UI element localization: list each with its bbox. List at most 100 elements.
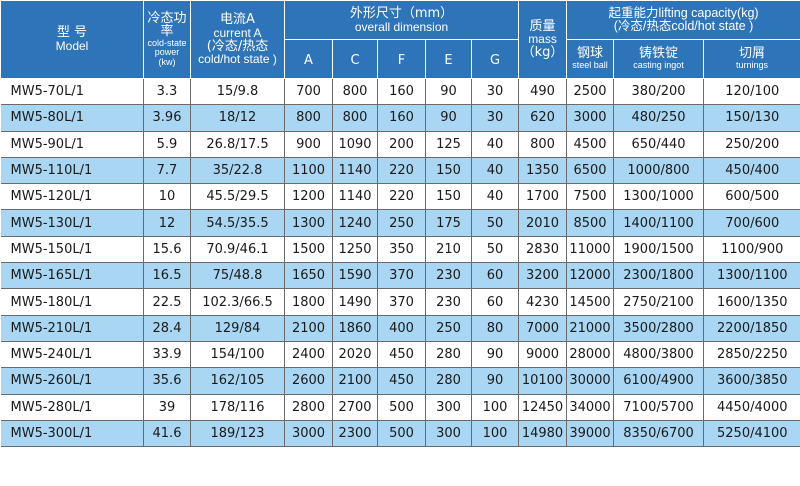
cell-dim-g: 40 [471,157,520,185]
header-dimension: 外形尺寸（mm） overall dimension [283,0,520,40]
cell-casting-ingot: 2300/1800 [613,262,705,290]
header-turnings: 切屑 turnings [703,39,800,79]
cell-dim-g: 30 [471,104,520,132]
cell-current: 102.3/66.5 [190,288,285,316]
cell-dim-c: 1490 [332,288,378,316]
cell-casting-ingot: 1000/800 [613,157,705,185]
cell-power: 28.4 [143,315,191,342]
cell-dim-g: 100 [471,394,520,421]
cell-current: 129/84 [190,315,285,342]
cell-steel-ball: 8500 [566,209,615,237]
cell-steel-ball: 28000 [566,341,615,369]
cell-dim-f: 160 [377,78,426,106]
cell-steel-ball: 4500 [566,131,615,158]
cell-steel-ball: 39000 [566,420,615,448]
cell-model: MW5-300L/1 [0,420,144,448]
cell-steel-ball: 21000 [566,315,615,342]
table-row: MW5-180L/1 22.5 102.3/66.5 1800 1490 370 230 60… [0,288,800,316]
cell-dim-c: 2700 [332,394,378,421]
cell-turnings: 150/130 [703,104,800,132]
cell-dim-f: 450 [377,341,426,369]
cell-current: 15/9.8 [190,78,285,106]
cell-dim-e: 300 [425,394,472,421]
header-current: 电流A current A (冷态/热态 cold/hot state ) [190,0,285,79]
cell-casting-ingot: 7100/5700 [613,394,705,421]
cell-turnings: 4450/4000 [703,394,800,421]
cell-dim-g: 40 [471,131,520,158]
cell-dim-f: 200 [377,131,426,158]
header-dim-c: C [332,39,378,79]
cell-model: MW5-70L/1 [0,78,144,106]
cell-dim-c: 1240 [332,209,378,237]
cell-model: MW5-240L/1 [0,341,144,369]
cell-dim-g: 50 [471,236,520,264]
cell-model: MW5-165L/1 [0,262,144,290]
cell-dim-a: 700 [284,78,333,106]
cell-steel-ball: 30000 [566,367,615,395]
cell-dim-g: 50 [471,209,520,237]
header-current-en2: cold/hot state ) [198,52,277,67]
header-dim-f-label: F [397,52,406,68]
cell-mass: 1350 [518,157,568,185]
cell-casting-ingot: 3500/2800 [613,315,705,342]
cell-model: MW5-90L/1 [0,131,144,158]
cell-model: MW5-210L/1 [0,315,144,342]
table-row: MW5-70L/1 3.3 15/9.8 700 800 160 90 30 490 2500 38… [0,78,800,106]
cell-current: 70.9/46.1 [190,236,285,264]
cell-current: 75/48.8 [190,262,285,290]
cell-mass: 12450 [518,394,568,421]
cell-dim-e: 280 [425,367,472,395]
cell-model: MW5-280L/1 [0,394,144,421]
cell-dim-e: 150 [425,183,472,211]
cell-turnings: 1300/1100 [703,262,800,290]
cell-model: MW5-80L/1 [0,104,144,132]
table-row: MW5-300L/1 41.6 189/123 3000 2300 500 300 100 14… [0,420,800,448]
header-model-cn: 型 号 [56,25,88,41]
header-dim-a-label: A [304,52,313,68]
cell-power: 5.9 [143,131,191,158]
cell-dim-c: 1140 [332,183,378,211]
header-dimension-en: overall dimension [354,19,449,34]
cell-mass: 800 [518,131,568,158]
header-power-unit: (kw) [158,56,176,67]
cell-dim-g: 30 [471,78,520,106]
cell-model: MW5-150L/1 [0,236,144,264]
cell-casting-ingot: 480/250 [613,104,705,132]
cell-current: 26.8/17.5 [190,131,285,158]
cell-dim-e: 90 [425,78,472,106]
cell-dim-e: 150 [425,157,472,185]
header-dim-e: E [425,39,472,79]
cell-casting-ingot: 650/440 [613,131,705,158]
table-row: MW5-110L/1 7.7 35/22.8 1100 1140 220 150 40 1350… [0,157,800,185]
cell-model: MW5-180L/1 [0,288,144,316]
table-row: MW5-130L/1 12 54.5/35.5 1300 1240 250 175 50 201… [0,209,800,237]
cell-steel-ball: 2500 [566,78,615,106]
cell-mass: 2830 [518,236,568,264]
cell-dim-c: 2100 [332,367,378,395]
cell-dim-g: 90 [471,341,520,369]
cell-power: 3.3 [143,78,191,106]
cell-dim-e: 230 [425,262,472,290]
cell-dim-a: 800 [284,104,333,132]
table-row: MW5-80L/1 3.96 18/12 800 800 160 90 30 620 3000 48… [0,104,800,132]
cell-current: 162/105 [190,367,285,395]
cell-dim-f: 220 [377,157,426,185]
cell-steel-ball: 12000 [566,262,615,290]
cell-dim-e: 125 [425,131,472,158]
cell-model: MW5-130L/1 [0,209,144,237]
header-lifting-line2: (冷态/热态cold/hot state ) [613,19,754,33]
cell-power: 22.5 [143,288,191,316]
cell-power: 41.6 [143,420,191,448]
cell-power: 33.9 [143,341,191,369]
cell-dim-f: 350 [377,236,426,264]
cell-dim-g: 80 [471,315,520,342]
cell-dim-e: 175 [425,209,472,237]
cell-model: MW5-260L/1 [0,367,144,395]
cell-dim-f: 220 [377,183,426,211]
header-current-en: current A [213,25,262,40]
cell-dim-c: 800 [332,78,378,106]
cell-steel-ball: 11000 [566,236,615,264]
cell-power: 15.6 [143,236,191,264]
cell-mass: 7000 [518,315,568,342]
